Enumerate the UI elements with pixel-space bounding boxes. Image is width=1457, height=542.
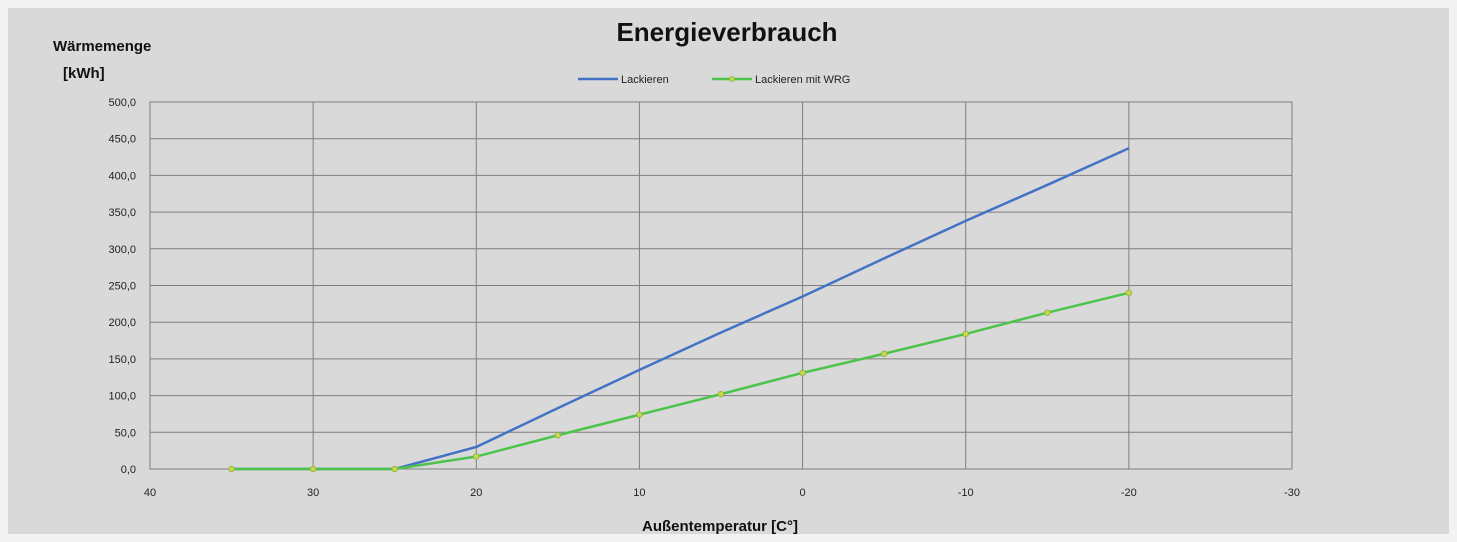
legend-marker-lackieren-wrg — [729, 76, 735, 82]
data-point-lackieren-wrg — [228, 465, 235, 473]
y-tick-label: 250,0 — [108, 281, 136, 293]
data-point-lackieren-wrg — [1125, 289, 1133, 297]
data-point-lackieren-wrg — [391, 465, 398, 473]
x-axis-ticks: 40 30 20 10 0 -10 -20 -30 — [144, 487, 1300, 499]
x-tick-label: 0 — [800, 487, 806, 499]
y-tick-label: 200,0 — [108, 317, 136, 329]
y-tick-label: 50,0 — [115, 427, 136, 439]
x-axis-title: Außentemperatur [C°] — [642, 518, 798, 535]
y-axis-title-line1: Wärmemenge — [53, 38, 151, 55]
x-tick-label: 10 — [633, 487, 645, 499]
gridlines — [149, 101, 1293, 470]
y-tick-label: 400,0 — [108, 170, 136, 182]
series-group — [228, 147, 1133, 473]
chart-title: Energieverbrauch — [616, 17, 837, 47]
x-tick-label: 30 — [307, 487, 319, 499]
data-point-lackieren-wrg — [636, 411, 643, 418]
y-tick-label: 0,0 — [121, 464, 136, 476]
series-line-lackieren — [231, 147, 1130, 471]
data-point-lackieren-wrg — [473, 453, 480, 460]
data-point-lackieren-wrg — [1044, 309, 1051, 316]
data-point-lackieren-wrg — [309, 465, 317, 473]
data-point-lackieren-wrg — [554, 432, 562, 439]
x-tick-label: 40 — [144, 487, 156, 499]
y-tick-label: 300,0 — [108, 244, 136, 256]
series-line-lackieren-wrg — [231, 291, 1130, 471]
x-tick-label: -10 — [958, 487, 974, 499]
data-point-lackieren-wrg — [799, 369, 806, 377]
y-tick-label: 500,0 — [108, 97, 136, 109]
legend-label-lackieren: Lackieren — [621, 74, 669, 86]
x-tick-label: 20 — [470, 487, 482, 499]
y-tick-label: 350,0 — [108, 207, 136, 219]
y-tick-label: 450,0 — [108, 134, 136, 146]
y-tick-label: 150,0 — [108, 354, 136, 366]
data-point-lackieren-wrg — [717, 390, 725, 398]
y-axis-title-line2: [kWh] — [63, 65, 105, 82]
chart-frame — [8, 8, 1449, 534]
legend-label-lackieren-wrg: Lackieren mit WRG — [755, 74, 850, 86]
y-tick-label: 100,0 — [108, 391, 136, 403]
x-tick-label: -20 — [1121, 487, 1137, 499]
data-point-lackieren-wrg — [880, 350, 888, 357]
legend: Lackieren Lackieren mit WRG — [578, 74, 850, 86]
data-point-lackieren-wrg — [962, 330, 969, 338]
y-axis-ticks: 0,0 50,0 100,0 150,0 200,0 250,0 300,0 350,0 400… — [108, 97, 136, 476]
x-tick-label: -30 — [1284, 487, 1300, 499]
